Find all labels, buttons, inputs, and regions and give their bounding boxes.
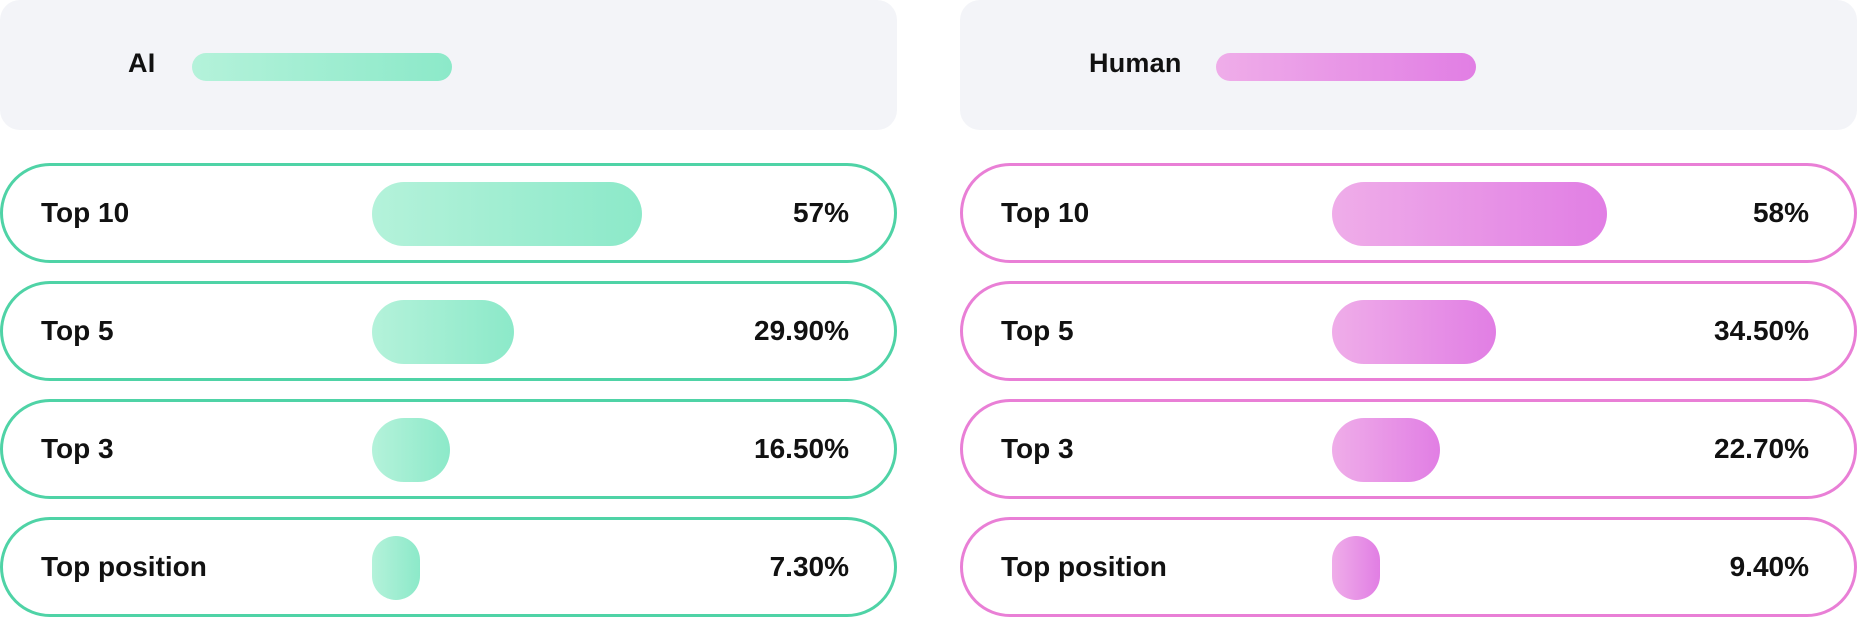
ai-legend: AI: [0, 0, 897, 130]
ai-bar-top-10: [372, 182, 643, 246]
human-bar-top-3: [1332, 418, 1440, 482]
human-bar-top-position: [1332, 536, 1380, 600]
human-bar-top-10: [1332, 182, 1607, 246]
ai-bar-top-3: [372, 418, 451, 482]
ai-bar-top-position: [372, 536, 420, 600]
ai-row-label: Top 10: [41, 197, 130, 228]
human-panel: Human Top 10 58% Top 5 34.50% Top 3 22.70% Top…: [960, 0, 1857, 618]
human-bar-top-5: [1332, 300, 1496, 364]
ai-row-label: Top 5: [41, 315, 114, 346]
human-row-label: Top position: [1001, 551, 1167, 582]
ai-row-top-position: Top position 7.30%: [0, 517, 897, 617]
human-row-label: Top 10: [1001, 197, 1090, 228]
ai-value-label: 29.90%: [754, 315, 849, 346]
human-value-label: 9.40%: [1729, 551, 1809, 582]
human-row-top-position: Top position 9.40%: [960, 517, 1857, 617]
ai-row-top-3: Top 3 16.50%: [0, 399, 897, 499]
ai-row-top-10: Top 10 57%: [0, 163, 897, 263]
ai-value-label: 16.50%: [754, 433, 849, 464]
human-value-label: 34.50%: [1714, 315, 1809, 346]
human-row-label: Top 3: [1001, 433, 1074, 464]
ai-row-label: Top position: [41, 551, 207, 582]
human-row-top-3: Top 3 22.70%: [960, 399, 1857, 499]
human-row-top-10: Top 10 58%: [960, 163, 1857, 263]
ai-bar-top-5: [372, 300, 514, 364]
ai-panel: AI Top 10 57% Top 5 29.90% Top 3 16.50% Top po…: [0, 0, 897, 618]
ai-legend-swatch: [192, 53, 452, 81]
human-value-label: 58%: [1752, 197, 1809, 228]
ai-value-label: 7.30%: [769, 551, 849, 582]
ai-legend-label: AI: [128, 48, 156, 78]
human-legend-label: Human: [1089, 48, 1182, 78]
human-row-label: Top 5: [1001, 315, 1074, 346]
human-row-top-5: Top 5 34.50%: [960, 281, 1857, 381]
ai-row-top-5: Top 5 29.90%: [0, 281, 897, 381]
human-legend-swatch: [1216, 53, 1476, 81]
human-legend: Human: [960, 0, 1857, 130]
ai-value-label: 57%: [792, 197, 849, 228]
human-value-label: 22.70%: [1714, 433, 1809, 464]
ai-row-label: Top 3: [41, 433, 114, 464]
